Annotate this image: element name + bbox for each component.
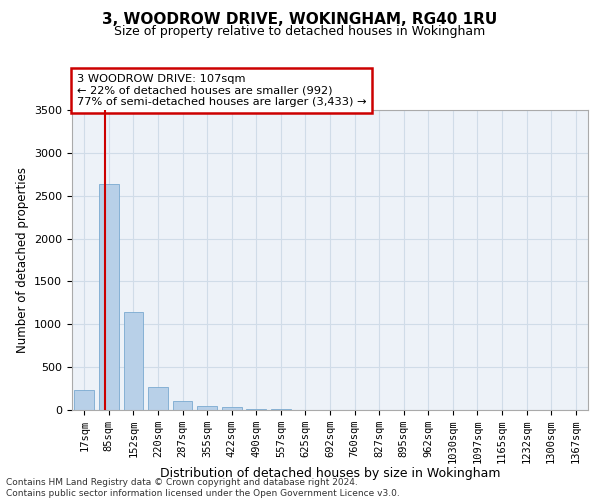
Bar bbox=[124, 312, 143, 410]
Text: Size of property relative to detached houses in Wokingham: Size of property relative to detached ho… bbox=[115, 25, 485, 38]
Bar bbox=[222, 408, 242, 410]
Bar bbox=[74, 390, 94, 410]
Text: Distribution of detached houses by size in Wokingham: Distribution of detached houses by size … bbox=[160, 467, 500, 480]
Text: 3 WOODROW DRIVE: 107sqm
← 22% of detached houses are smaller (992)
77% of semi-d: 3 WOODROW DRIVE: 107sqm ← 22% of detache… bbox=[77, 74, 367, 107]
Y-axis label: Number of detached properties: Number of detached properties bbox=[16, 167, 29, 353]
Bar bbox=[247, 408, 266, 410]
Bar bbox=[148, 387, 168, 410]
Bar bbox=[197, 406, 217, 410]
Bar bbox=[99, 184, 119, 410]
Bar bbox=[173, 402, 193, 410]
Text: Contains HM Land Registry data © Crown copyright and database right 2024.
Contai: Contains HM Land Registry data © Crown c… bbox=[6, 478, 400, 498]
Text: 3, WOODROW DRIVE, WOKINGHAM, RG40 1RU: 3, WOODROW DRIVE, WOKINGHAM, RG40 1RU bbox=[103, 12, 497, 28]
